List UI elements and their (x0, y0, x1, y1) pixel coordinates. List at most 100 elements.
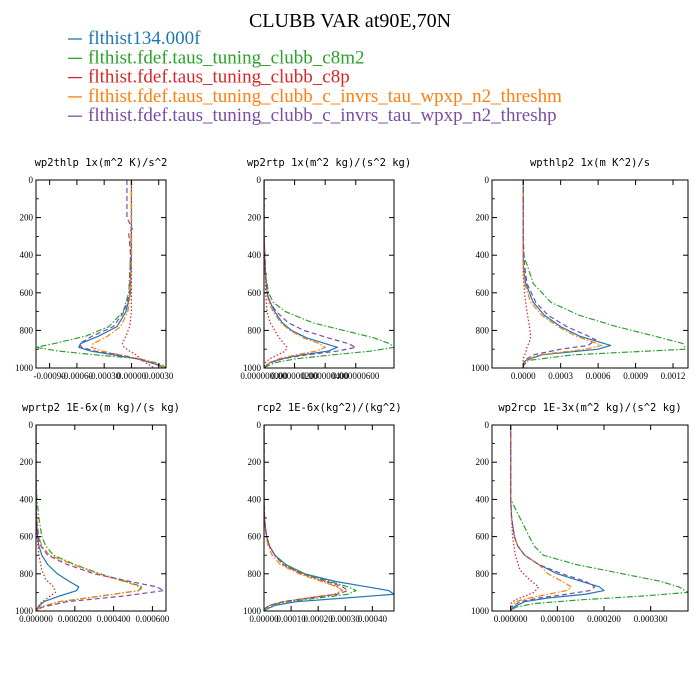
x-tick-label: 0.000000 (19, 614, 53, 624)
y-tick-label: 200 (476, 457, 490, 467)
plot-frame (35, 424, 167, 612)
plot-frame (263, 179, 395, 369)
plot-frame (263, 424, 395, 612)
x-tick-label: 0.00040 (358, 614, 388, 624)
legend-label: flthist.fdef.taus_tuning_clubb_c_invrs_t… (88, 86, 562, 107)
series-line-2 (36, 180, 166, 368)
y-tick-label: 600 (476, 532, 490, 542)
x-tick-label: 0.000300 (634, 614, 668, 624)
legend-label: flthist.fdef.taus_tuning_clubb_c_invrs_t… (88, 105, 557, 126)
y-tick-label: 1000 (471, 363, 490, 373)
panel-title: wprtp2 1E-6x(m kg)/(s kg) (22, 402, 180, 414)
x-tick-label: 0.0000 (511, 371, 536, 381)
series-line-1 (264, 180, 339, 368)
series-line-1 (264, 425, 394, 611)
y-tick-label: 800 (248, 569, 262, 579)
series-line-4 (264, 180, 326, 368)
x-tick-label: 0.00030 (331, 614, 361, 624)
y-tick-label: 400 (248, 494, 262, 504)
x-tick-label: 0.0009 (623, 371, 648, 381)
y-tick-label: 0 (485, 420, 490, 430)
x-tick-label: 0.0012 (661, 371, 686, 381)
legend-label: flthist.fdef.taus_tuning_clubb_c8p (88, 67, 350, 88)
figure-title: CLUBB VAR at90E,70N (249, 10, 451, 32)
legend-entry: flthist.fdef.taus_tuning_clubb_c_invrs_t… (68, 86, 562, 107)
series-line-1 (36, 425, 80, 611)
x-tick-label: 0.00010 (276, 614, 306, 624)
y-tick-label: 400 (248, 250, 262, 260)
x-tick-label: 0.000100 (540, 614, 574, 624)
series-group (522, 180, 687, 368)
legend-entry: flthist134.000f (68, 28, 201, 49)
y-tick-label: 0 (29, 420, 34, 430)
y-tick-label: 800 (476, 325, 490, 335)
y-tick-label: 600 (248, 532, 262, 542)
y-tick-label: 1000 (243, 363, 262, 373)
y-tick-label: 0 (29, 175, 34, 185)
panel-6: wp2rcp 1E-3x(m^2 kg)/(s^2 kg) 0 200 400 600 8… (471, 402, 689, 624)
panel-title: wpthlp2 1x(m K^2)/s (530, 157, 650, 169)
x-tick-label: 0.000000000 (240, 371, 288, 381)
legend: flthist134.000fflthist.fdef.taus_tuning_… (68, 28, 562, 126)
y-tick-label: 200 (20, 213, 34, 223)
series-line-5 (36, 425, 165, 611)
x-tick-label: 0.00020 (304, 614, 334, 624)
series-line-3 (510, 425, 540, 611)
series-line-5 (522, 180, 597, 368)
y-tick-label: 800 (476, 569, 490, 579)
legend-label: flthist134.000f (88, 28, 201, 49)
y-tick-label: 0 (257, 420, 262, 430)
series-line-3 (264, 180, 288, 368)
x-tick-label: -0.00090 (34, 371, 67, 381)
legend-entry: flthist.fdef.taus_tuning_clubb_c8p (68, 67, 350, 88)
y-tick-label: 200 (248, 213, 262, 223)
x-tick-label: 0.000200 (58, 614, 92, 624)
x-tick-label: 0.000000 (494, 614, 528, 624)
y-tick-label: 800 (20, 569, 34, 579)
legend-label: flthist.fdef.taus_tuning_clubb_c8m2 (88, 47, 365, 68)
y-tick-label: 800 (248, 325, 262, 335)
x-tick-label: 0.0006 (586, 371, 611, 381)
x-tick-label: 0.000000200 (271, 371, 319, 381)
x-tick-label: 0.000200 (587, 614, 621, 624)
y-tick-label: 400 (476, 494, 490, 504)
series-group (264, 425, 394, 611)
series-group (36, 180, 166, 368)
x-tick-label: 0.000000400 (302, 371, 350, 381)
series-line-5 (264, 180, 357, 368)
y-tick-label: 600 (20, 532, 34, 542)
series-line-2 (510, 425, 688, 611)
y-tick-label: 0 (485, 175, 490, 185)
panel-title: rcp2 1E-6x(kg^2)/(kg^2) (256, 402, 401, 414)
panel-title: wp2thlp 1x(m^2 K)/s^2 (35, 157, 168, 169)
panels: wp2thlp 1x(m^2 K)/s^202004006008001000-0… (15, 157, 689, 624)
x-tick-label: -0.00060 (61, 371, 94, 381)
series-line-5 (510, 425, 596, 611)
series-line-1 (510, 425, 605, 611)
x-tick-label: 0.000600 (136, 614, 170, 624)
plot-frame (491, 424, 689, 612)
y-tick-label: 800 (20, 325, 34, 335)
series-group (36, 425, 165, 611)
x-tick-label: 0.0003 (548, 371, 573, 381)
series-line-2 (264, 180, 394, 368)
y-tick-label: 1000 (471, 606, 490, 616)
y-tick-label: 200 (248, 457, 262, 467)
panel-5: rcp2 1E-6x(kg^2)/(kg^2) 0 200 400 600 800 1000… (243, 402, 402, 624)
series-line-4 (36, 425, 142, 611)
panel-title: wp2rcp 1E-3x(m^2 kg)/(s^2 kg) (498, 402, 681, 414)
x-tick-label: 0.00030 (144, 371, 174, 381)
series-line-2 (522, 180, 687, 368)
y-tick-label: 1000 (15, 363, 34, 373)
series-line-1 (78, 180, 164, 368)
series-line-1 (522, 180, 612, 368)
y-tick-label: 400 (20, 494, 34, 504)
y-tick-label: 1000 (243, 606, 262, 616)
y-tick-label: 200 (476, 213, 490, 223)
x-tick-label: 0.00000 (117, 371, 147, 381)
series-line-4 (90, 180, 165, 368)
panel-1: wp2thlp 1x(m^2 K)/s^202004006008001000-0… (15, 157, 174, 381)
panel-2: wp2rtp 1x(m^2 kg)/(s^2 kg) 0 200 400 600 800 1… (240, 157, 411, 381)
series-line-5 (264, 425, 349, 611)
